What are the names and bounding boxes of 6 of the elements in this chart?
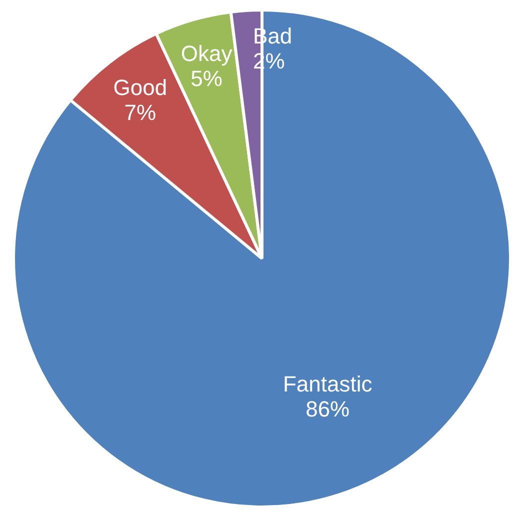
data-label: 7% — [124, 100, 156, 125]
slice-label: Good — [113, 74, 168, 100]
data-label: 5% — [190, 66, 222, 92]
data-label: 86% — [306, 396, 350, 422]
slice-label: Okay — [180, 41, 232, 66]
slice-label: Fantastic — [282, 371, 372, 396]
